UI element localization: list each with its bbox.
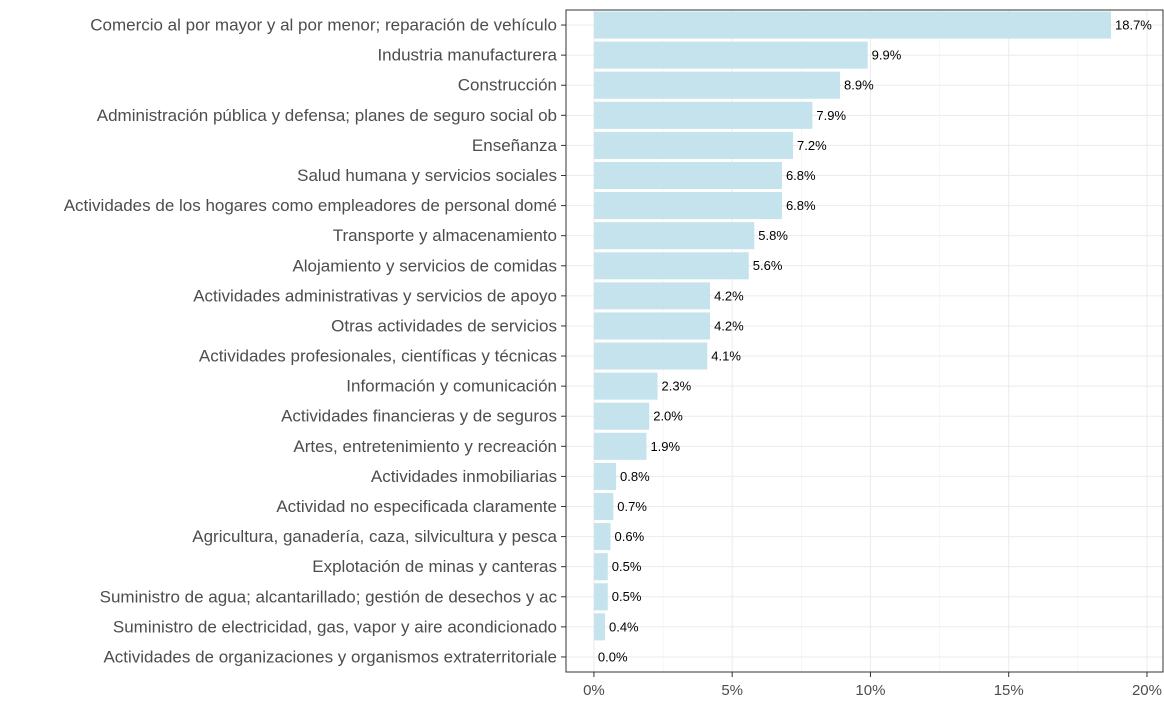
- x-tick-label: 20%: [1132, 682, 1162, 699]
- y-tick-label: Construcción: [458, 76, 557, 95]
- y-tick-label: Suministro de agua; alcantarillado; gest…: [100, 587, 558, 606]
- panel-border: [565, 9, 1164, 673]
- bar: [593, 282, 711, 310]
- bar: [593, 161, 782, 190]
- value-label: 5.8%: [758, 228, 788, 243]
- bar: [593, 492, 614, 521]
- value-label: 2.3%: [662, 379, 692, 394]
- value-label: 18.7%: [1115, 17, 1152, 32]
- y-tick-label: Actividades de organizaciones y organism…: [103, 647, 557, 666]
- value-label: 0.5%: [612, 589, 642, 604]
- y-tick-label: Actividades de los hogares como empleado…: [64, 196, 557, 215]
- bar: [593, 402, 650, 430]
- bar: [593, 41, 868, 69]
- value-label: 7.9%: [816, 108, 846, 123]
- value-label: 8.9%: [844, 78, 874, 93]
- bar: [593, 252, 749, 280]
- value-label: 6.8%: [786, 168, 816, 183]
- x-tick-label: 0%: [583, 682, 605, 699]
- bar: [593, 101, 813, 129]
- y-tick-label: Suministro de electricidad, gas, vapor y…: [113, 617, 557, 636]
- x-tick-label: 5%: [721, 682, 743, 699]
- x-tick-label: 10%: [855, 682, 885, 699]
- bar: [593, 11, 1112, 39]
- bar: [593, 613, 605, 641]
- y-tick-label: Alojamiento y servicios de comidas: [292, 256, 557, 275]
- y-tick-label: Transporte y almacenamiento: [333, 226, 557, 245]
- value-label: 0.6%: [615, 529, 645, 544]
- y-tick-label: Industria manufacturera: [377, 46, 557, 65]
- value-label: 7.2%: [797, 138, 827, 153]
- bar: [593, 372, 658, 400]
- value-label: 4.1%: [711, 348, 741, 363]
- value-label: 0.0%: [598, 649, 628, 664]
- y-tick-label: Explotación de minas y canteras: [312, 557, 557, 576]
- value-label: 0.7%: [617, 499, 647, 514]
- y-tick-label: Artes, entretenimiento y recreación: [293, 437, 557, 456]
- bar: [593, 222, 755, 250]
- value-label: 9.9%: [872, 48, 902, 63]
- bar: [593, 312, 711, 340]
- bar: [593, 192, 782, 220]
- y-tick-label: Salud humana y servicios sociales: [297, 166, 557, 185]
- y-tick-label: Actividad no especificada claramente: [276, 497, 557, 516]
- y-tick-label: Comercio al por mayor y al por menor; re…: [90, 16, 557, 35]
- bar: [593, 131, 794, 159]
- y-tick-label: Otras actividades de servicios: [331, 316, 557, 335]
- value-label: 4.2%: [714, 288, 744, 303]
- value-label: 2.0%: [653, 409, 683, 424]
- value-label: 0.5%: [612, 559, 642, 574]
- bar: [593, 432, 647, 460]
- y-tick-label: Actividades financieras y de seguros: [281, 407, 557, 426]
- y-tick-label: Administración pública y defensa; planes…: [97, 106, 557, 125]
- bar: [593, 342, 708, 370]
- value-label: 6.8%: [786, 198, 816, 213]
- y-tick-label: Enseñanza: [472, 136, 558, 155]
- value-label: 1.9%: [650, 439, 680, 454]
- bar: [593, 71, 841, 99]
- y-tick-label: Actividades inmobiliarias: [371, 467, 557, 486]
- y-tick-label: Actividades profesionales, científicas y…: [199, 347, 557, 366]
- y-tick-label: Información y comunicación: [346, 377, 557, 396]
- bar: [593, 462, 617, 490]
- value-label: 4.2%: [714, 318, 744, 333]
- x-tick-label: 15%: [994, 682, 1024, 699]
- value-label: 0.4%: [609, 619, 639, 634]
- bar: [593, 553, 608, 581]
- value-label: 5.6%: [753, 258, 783, 273]
- bar: [593, 523, 611, 551]
- value-label: 0.8%: [620, 469, 650, 484]
- y-tick-label: Actividades administrativas y servicios …: [193, 286, 557, 305]
- y-tick-label: Agricultura, ganadería, caza, silvicultu…: [192, 527, 557, 546]
- bar: [593, 583, 608, 611]
